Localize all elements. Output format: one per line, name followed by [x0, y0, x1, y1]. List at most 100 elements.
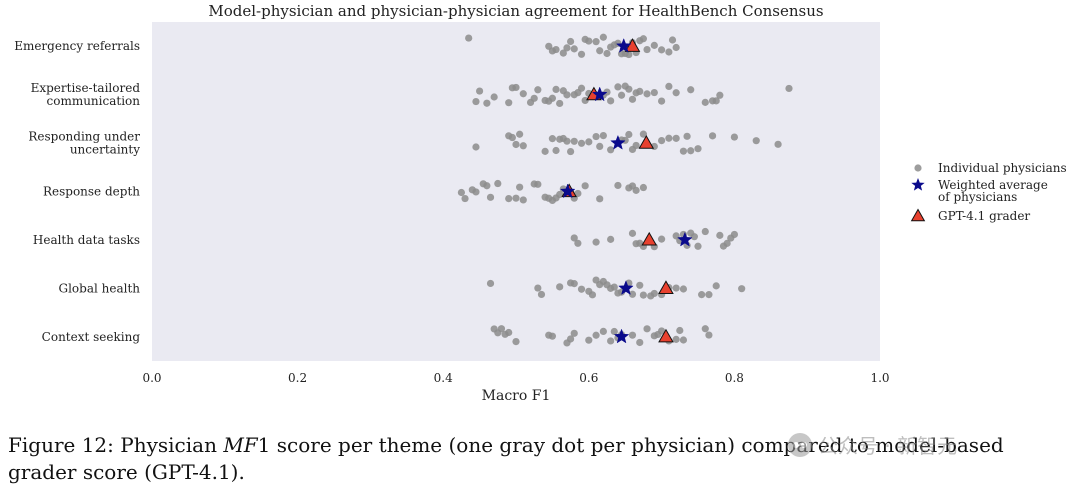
x-axis-label: Macro F1 — [482, 388, 551, 404]
weighted-average-star-marker — [613, 328, 630, 344]
legend-physician-icon — [914, 164, 922, 172]
caption-math: MF — [223, 433, 258, 457]
category-label: Expertise-tailored communication — [31, 81, 141, 108]
physician-dot — [570, 329, 578, 337]
physician-dot — [625, 50, 633, 59]
physician-dot — [705, 331, 713, 339]
physician-dot — [512, 337, 520, 346]
physician-dot — [596, 47, 604, 55]
physician-dot — [607, 146, 615, 154]
physician-dot — [505, 328, 513, 337]
physician-dot — [672, 284, 680, 292]
physician-dot — [567, 147, 575, 156]
x-tick-label: 0.8 — [725, 371, 744, 385]
physician-dot — [716, 91, 724, 99]
physician-dot — [701, 325, 709, 333]
physician-dot — [508, 133, 516, 142]
physician-dot — [658, 46, 666, 54]
physician-dot — [486, 279, 495, 288]
legend-label: Individual physicians — [938, 161, 1067, 175]
physician-dot — [548, 332, 557, 340]
physician-dot — [505, 99, 513, 107]
physician-dot — [665, 82, 673, 90]
physician-dot — [534, 86, 542, 94]
physician-dot — [650, 88, 658, 97]
physician-dot — [712, 97, 720, 105]
physician-dot — [596, 195, 604, 203]
physician-dot — [628, 331, 637, 339]
physician-dot — [607, 337, 615, 345]
caption-math-suffix: 1 — [257, 433, 271, 457]
physician-dot — [570, 280, 578, 288]
legend-label: Weighted average of physicians — [938, 178, 1048, 204]
x-tick-label: 0.0 — [142, 371, 161, 385]
physician-dot — [512, 83, 520, 92]
caption-text: score per theme (one gray dot per physic… — [8, 433, 1004, 484]
physician-dot — [723, 239, 731, 247]
physician-dot — [588, 291, 597, 299]
physician-dot — [701, 98, 709, 106]
physician-dot — [658, 136, 666, 145]
physician-dots — [457, 33, 793, 347]
physician-dot — [614, 83, 622, 91]
physician-dot — [592, 331, 600, 339]
physician-dot — [632, 186, 640, 194]
physician-dot — [567, 335, 575, 343]
physician-dot — [694, 145, 702, 153]
physician-dot — [632, 141, 640, 150]
physician-dot — [548, 135, 557, 143]
physician-dot — [599, 132, 607, 140]
physician-dot — [672, 134, 680, 142]
legend-label: GPT-4.1 grader — [938, 209, 1030, 223]
physician-dot — [639, 291, 648, 299]
caption-prefix: Figure 12: Physician — [8, 433, 224, 457]
physician-dot — [708, 132, 717, 140]
category-labels: Emergency referrals Expertise-tailored com… — [14, 39, 140, 344]
physician-dot — [581, 182, 589, 190]
physician-dot — [738, 285, 746, 293]
physician-dot — [574, 189, 582, 198]
physician-dot — [636, 87, 644, 96]
gpt41-triangle-marker — [658, 328, 674, 343]
physician-dot — [752, 137, 760, 145]
physician-dot — [712, 282, 720, 290]
physician-dot — [592, 132, 600, 141]
plot-area — [152, 22, 880, 361]
legend-star-icon — [911, 178, 925, 191]
category-label: Health data tasks — [33, 233, 140, 247]
physician-dot — [672, 89, 680, 97]
physician-dot — [519, 142, 527, 150]
physician-dot — [599, 327, 607, 336]
physician-dot — [672, 43, 680, 52]
physician-dot — [516, 130, 524, 138]
weighted-average-star-marker — [610, 134, 626, 150]
physician-dot — [457, 188, 465, 197]
physician-dot — [530, 94, 538, 102]
gpt41-triangle-marker — [658, 280, 674, 294]
gpt41-triangle-marker — [638, 134, 655, 149]
physician-dot — [607, 97, 615, 105]
physician-dot — [585, 37, 593, 45]
physician-dot — [567, 37, 575, 46]
physician-dot — [581, 96, 589, 105]
physician-dot — [472, 97, 480, 106]
physician-dot — [607, 235, 615, 243]
chart-title: Model-physician and physician-physician … — [208, 2, 823, 20]
physician-dot — [643, 90, 651, 98]
physician-dot — [465, 34, 473, 42]
watermark: 公众号 · 新智元 — [788, 430, 957, 459]
category-label: Emergency referrals — [14, 39, 140, 53]
physician-dot — [585, 336, 593, 344]
physician-dot — [610, 327, 618, 336]
physician-dot — [679, 147, 688, 155]
physician-dot — [476, 87, 484, 95]
physician-dot — [701, 227, 709, 236]
x-tick-label: 0.4 — [434, 371, 453, 385]
physician-dot — [625, 130, 633, 139]
x-tick-label: 0.6 — [579, 371, 598, 385]
physician-dot — [636, 338, 644, 347]
gpt41-triangle-marker — [641, 231, 658, 246]
physician-dot — [643, 45, 651, 54]
physician-dot — [486, 193, 495, 201]
